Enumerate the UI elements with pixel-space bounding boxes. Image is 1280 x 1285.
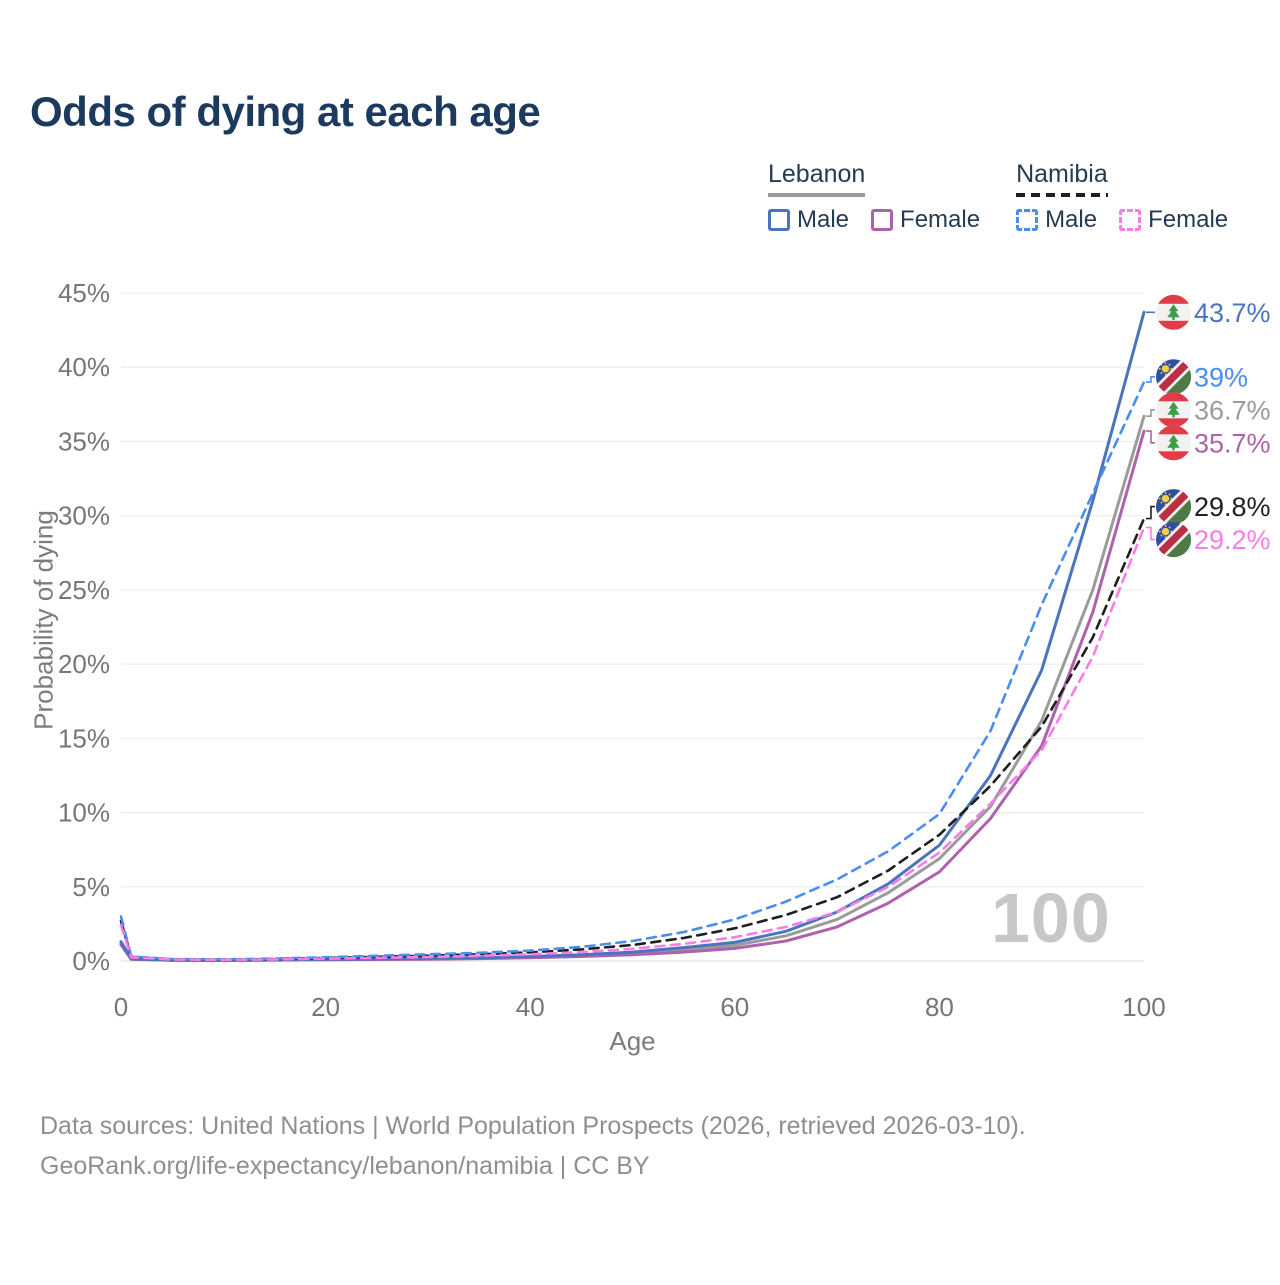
legend-country-namibia-label: Namibia <box>1016 160 1108 188</box>
svg-text:15%: 15% <box>58 723 110 753</box>
end-value-label-lebanon-both: 36.7% <box>1194 395 1271 425</box>
namibia-dashed-line-key <box>1016 193 1108 197</box>
svg-text:20: 20 <box>311 992 340 1022</box>
svg-text:45%: 45% <box>58 278 110 308</box>
namibia-flag-icon <box>1156 489 1191 525</box>
legend-item-lebanon-female-label: Female <box>900 206 981 233</box>
lebanon-female-swatch-icon <box>871 209 894 231</box>
attribution-text: GeoRank.org/life-expectancy/lebanon/nami… <box>40 1152 650 1180</box>
lebanon-flag-icon <box>1156 294 1191 330</box>
end-value-label-namibia-female: 29.2% <box>1194 525 1271 555</box>
age-watermark: 100 <box>991 879 1111 957</box>
svg-text:10%: 10% <box>58 798 110 828</box>
legend-item-lebanon-male-label: Male <box>797 206 850 233</box>
svg-text:25%: 25% <box>58 575 110 605</box>
series-line-namibia-male <box>119 380 1146 961</box>
data-sources-text: Data sources: United Nations | World Pop… <box>40 1112 1026 1140</box>
svg-text:0%: 0% <box>72 946 110 976</box>
end-value-label-lebanon-male: 43.7% <box>1194 298 1271 328</box>
legend-item-namibia-male[interactable]: Male <box>1016 206 1097 234</box>
namibia-flag-icon <box>1156 359 1191 395</box>
svg-text:30%: 30% <box>58 501 110 531</box>
end-value-label-lebanon-female: 35.7% <box>1194 428 1271 458</box>
svg-text:35%: 35% <box>58 426 110 456</box>
lebanon-male-swatch-icon <box>768 209 790 231</box>
namibia-female-swatch-icon <box>1119 209 1142 231</box>
footer: Data sources: United Nations | World Pop… <box>40 1106 1026 1186</box>
x-axis-title: Age <box>609 1026 656 1056</box>
lebanon-flag-icon <box>1156 392 1191 428</box>
svg-text:40: 40 <box>516 992 545 1022</box>
svg-text:80: 80 <box>925 992 954 1022</box>
svg-text:60: 60 <box>720 992 749 1022</box>
legend-item-namibia-female[interactable]: Female <box>1119 206 1228 234</box>
svg-text:40%: 40% <box>58 352 110 382</box>
legend-item-namibia-female-label: Female <box>1148 206 1229 233</box>
svg-text:0: 0 <box>114 992 128 1022</box>
legend-country-lebanon-label: Lebanon <box>768 160 866 188</box>
legend-item-namibia-male-label: Male <box>1045 206 1098 233</box>
end-value-label-namibia-male: 39% <box>1194 362 1248 392</box>
end-value-label-namibia-both: 29.8% <box>1194 492 1271 522</box>
lebanon-solid-line-key <box>768 193 866 197</box>
svg-text:20%: 20% <box>58 649 110 679</box>
legend-item-lebanon-female[interactable]: Female <box>871 206 980 234</box>
namibia-flag-icon <box>1156 522 1191 558</box>
namibia-male-swatch-icon <box>1016 209 1039 231</box>
svg-text:100: 100 <box>1122 992 1165 1022</box>
page-title: Odds of dying at each age <box>30 88 541 135</box>
lebanon-flag-icon <box>1156 425 1191 461</box>
series-line-lebanon-male <box>119 310 1146 962</box>
legend-group-lebanon: Lebanon Male Female <box>768 160 980 234</box>
chart-legend: Lebanon Male Female Namibia Male <box>768 160 1228 234</box>
legend-group-namibia: Namibia Male Female <box>1016 160 1228 234</box>
svg-text:5%: 5% <box>72 872 110 902</box>
legend-country-lebanon: Lebanon <box>768 160 866 197</box>
legend-country-namibia: Namibia <box>1016 160 1108 197</box>
legend-item-lebanon-male[interactable]: Male <box>768 206 849 234</box>
